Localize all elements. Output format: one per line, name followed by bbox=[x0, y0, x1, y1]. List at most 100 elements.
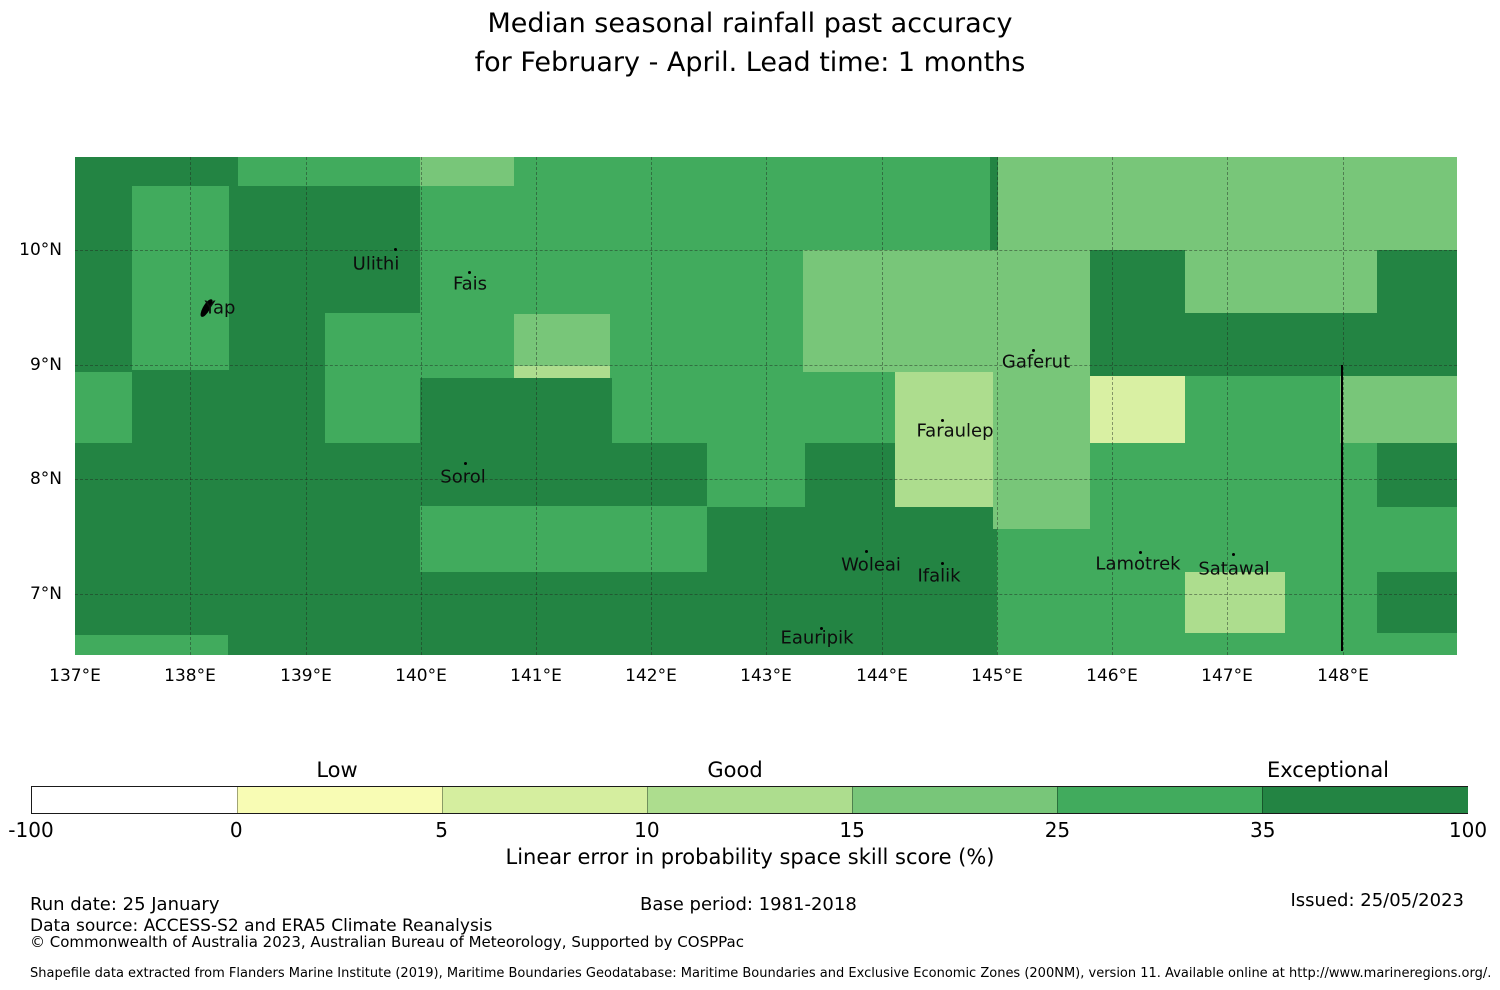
x-tick-label: 142°E bbox=[625, 666, 677, 686]
map-cell bbox=[1377, 443, 1457, 507]
x-tick-label: 147°E bbox=[1201, 666, 1253, 686]
y-tick-label: 10°N bbox=[19, 240, 62, 260]
x-tick-label: 146°E bbox=[1086, 666, 1138, 686]
colorbar-segment bbox=[32, 787, 237, 813]
island-marker-lamotrek bbox=[1139, 551, 1142, 554]
colorbar-category-good: Good bbox=[707, 758, 763, 782]
map-gridline bbox=[651, 157, 652, 655]
map-cell bbox=[75, 443, 420, 655]
island-label-ifalik: Ifalik bbox=[917, 565, 961, 587]
map-cell bbox=[1185, 572, 1285, 633]
colorbar-tick-label: 0 bbox=[229, 818, 243, 842]
colorbar-category-exceptional: Exceptional bbox=[1266, 758, 1390, 782]
x-tick-label: 137°E bbox=[49, 666, 101, 686]
x-tick-label: 144°E bbox=[856, 666, 908, 686]
map-cell bbox=[75, 372, 132, 443]
island-label-yap: Yap bbox=[204, 297, 236, 319]
map-cell bbox=[420, 572, 997, 655]
map-cell bbox=[420, 443, 707, 507]
x-tick-label: 141°E bbox=[510, 666, 562, 686]
map-cell bbox=[990, 157, 998, 250]
map-gridline bbox=[75, 594, 1457, 595]
map-cell bbox=[707, 507, 997, 572]
island-marker-satawal bbox=[1232, 553, 1235, 556]
skill-score-colorbar bbox=[31, 786, 1468, 814]
colorbar-segment bbox=[1262, 787, 1468, 813]
island-label-eauripik: Eauripik bbox=[780, 627, 854, 649]
run-date-text: Run date: 25 January bbox=[30, 894, 220, 915]
map-gridline bbox=[421, 157, 422, 655]
map-gridline bbox=[882, 157, 883, 655]
map-cell bbox=[993, 250, 1090, 529]
chart-title-line1: Median seasonal rainfall past accuracy bbox=[487, 8, 1013, 39]
colorbar-segment bbox=[1057, 787, 1263, 813]
map-cell bbox=[420, 157, 514, 186]
map-cell bbox=[998, 157, 1457, 250]
x-tick-label: 138°E bbox=[164, 666, 216, 686]
x-tick-label: 145°E bbox=[971, 666, 1023, 686]
map-cell bbox=[325, 313, 420, 443]
island-label-faraulep: Faraulep bbox=[916, 420, 994, 442]
colorbar-tick-label: 100 bbox=[1448, 818, 1488, 842]
island-label-woleai: Woleai bbox=[841, 554, 901, 576]
map-cell bbox=[75, 635, 228, 655]
x-tick-label: 148°E bbox=[1317, 666, 1369, 686]
shapefile-note-text: Shapefile data extracted from Flanders M… bbox=[30, 966, 1492, 981]
data-source-text: Data source: ACCESS-S2 and ERA5 Climate … bbox=[30, 916, 493, 936]
island-label-gaferut: Gaferut bbox=[1001, 351, 1071, 373]
map-cell bbox=[805, 443, 898, 507]
map-cell bbox=[1185, 250, 1377, 313]
map-cell bbox=[75, 157, 238, 186]
map-gridline bbox=[1227, 157, 1228, 655]
colorbar-tick-label: 35 bbox=[1249, 818, 1276, 842]
island-label-fais: Fais bbox=[452, 273, 488, 295]
colorbar-axis-label: Linear error in probability space skill … bbox=[505, 845, 995, 869]
map-cell bbox=[1090, 250, 1185, 313]
colorbar-tick-label: 5 bbox=[435, 818, 448, 842]
island-label-lamotrek: Lamotrek bbox=[1095, 553, 1181, 575]
map-cell bbox=[803, 250, 995, 372]
rainfall-skill-heatmap: Yap Ulithi Fais Gaferut Faraulep Sorol Woleai I… bbox=[75, 157, 1457, 655]
x-tick-label: 143°E bbox=[740, 666, 792, 686]
island-marker-ulithi bbox=[394, 248, 397, 251]
issued-date-text: Issued: 25/05/2023 bbox=[1290, 890, 1464, 911]
island-label-satawal: Satawal bbox=[1198, 558, 1270, 580]
colorbar-tick-label: 10 bbox=[634, 818, 660, 842]
map-cell bbox=[514, 366, 610, 378]
longitude-axis: 137°E 138°E 139°E 140°E 141°E 142°E 143°E 144°E… bbox=[49, 666, 1457, 690]
map-gridline bbox=[997, 157, 998, 655]
island-marker-ifalik bbox=[941, 562, 944, 565]
map-cell bbox=[1090, 313, 1457, 376]
colorbar-segment bbox=[852, 787, 1058, 813]
map-gridline bbox=[75, 365, 1457, 366]
chart-title: Median seasonal rainfall past accuracy f… bbox=[0, 4, 1500, 82]
base-period-text: Base period: 1981-2018 bbox=[640, 894, 857, 915]
map-gridline bbox=[75, 250, 1457, 251]
map-cell bbox=[895, 372, 997, 507]
island-label-ulithi: Ulithi bbox=[352, 253, 400, 275]
y-tick-label: 7°N bbox=[29, 584, 62, 604]
island-marker-eauripik bbox=[820, 627, 823, 630]
island-marker-woleai bbox=[865, 550, 868, 553]
copyright-text: © Commonwealth of Australia 2023, Austra… bbox=[30, 933, 744, 951]
map-cell bbox=[1090, 376, 1185, 443]
colorbar-tick-label: 25 bbox=[1044, 818, 1071, 842]
map-cell bbox=[1377, 250, 1457, 313]
map-cell bbox=[1377, 572, 1457, 633]
map-cell bbox=[1340, 376, 1457, 443]
island-marker-fais bbox=[468, 271, 471, 274]
map-gridline bbox=[1112, 157, 1113, 655]
eez-boundary-line bbox=[1341, 365, 1343, 651]
map-gridline bbox=[75, 479, 1457, 480]
colorbar-tick-label: 15 bbox=[839, 818, 865, 842]
island-marker-faraulep bbox=[941, 419, 944, 422]
y-tick-label: 8°N bbox=[29, 469, 62, 489]
colorbar-segment bbox=[442, 787, 648, 813]
colorbar-category-low: Low bbox=[316, 758, 358, 782]
map-cell bbox=[514, 314, 610, 366]
island-label-sorol: Sorol bbox=[440, 466, 486, 488]
map-cell bbox=[132, 186, 229, 370]
island-marker-sorol bbox=[464, 462, 467, 465]
chart-title-line2: for February - April. Lead time: 1 month… bbox=[474, 47, 1026, 78]
colorbar-segment bbox=[647, 787, 853, 813]
